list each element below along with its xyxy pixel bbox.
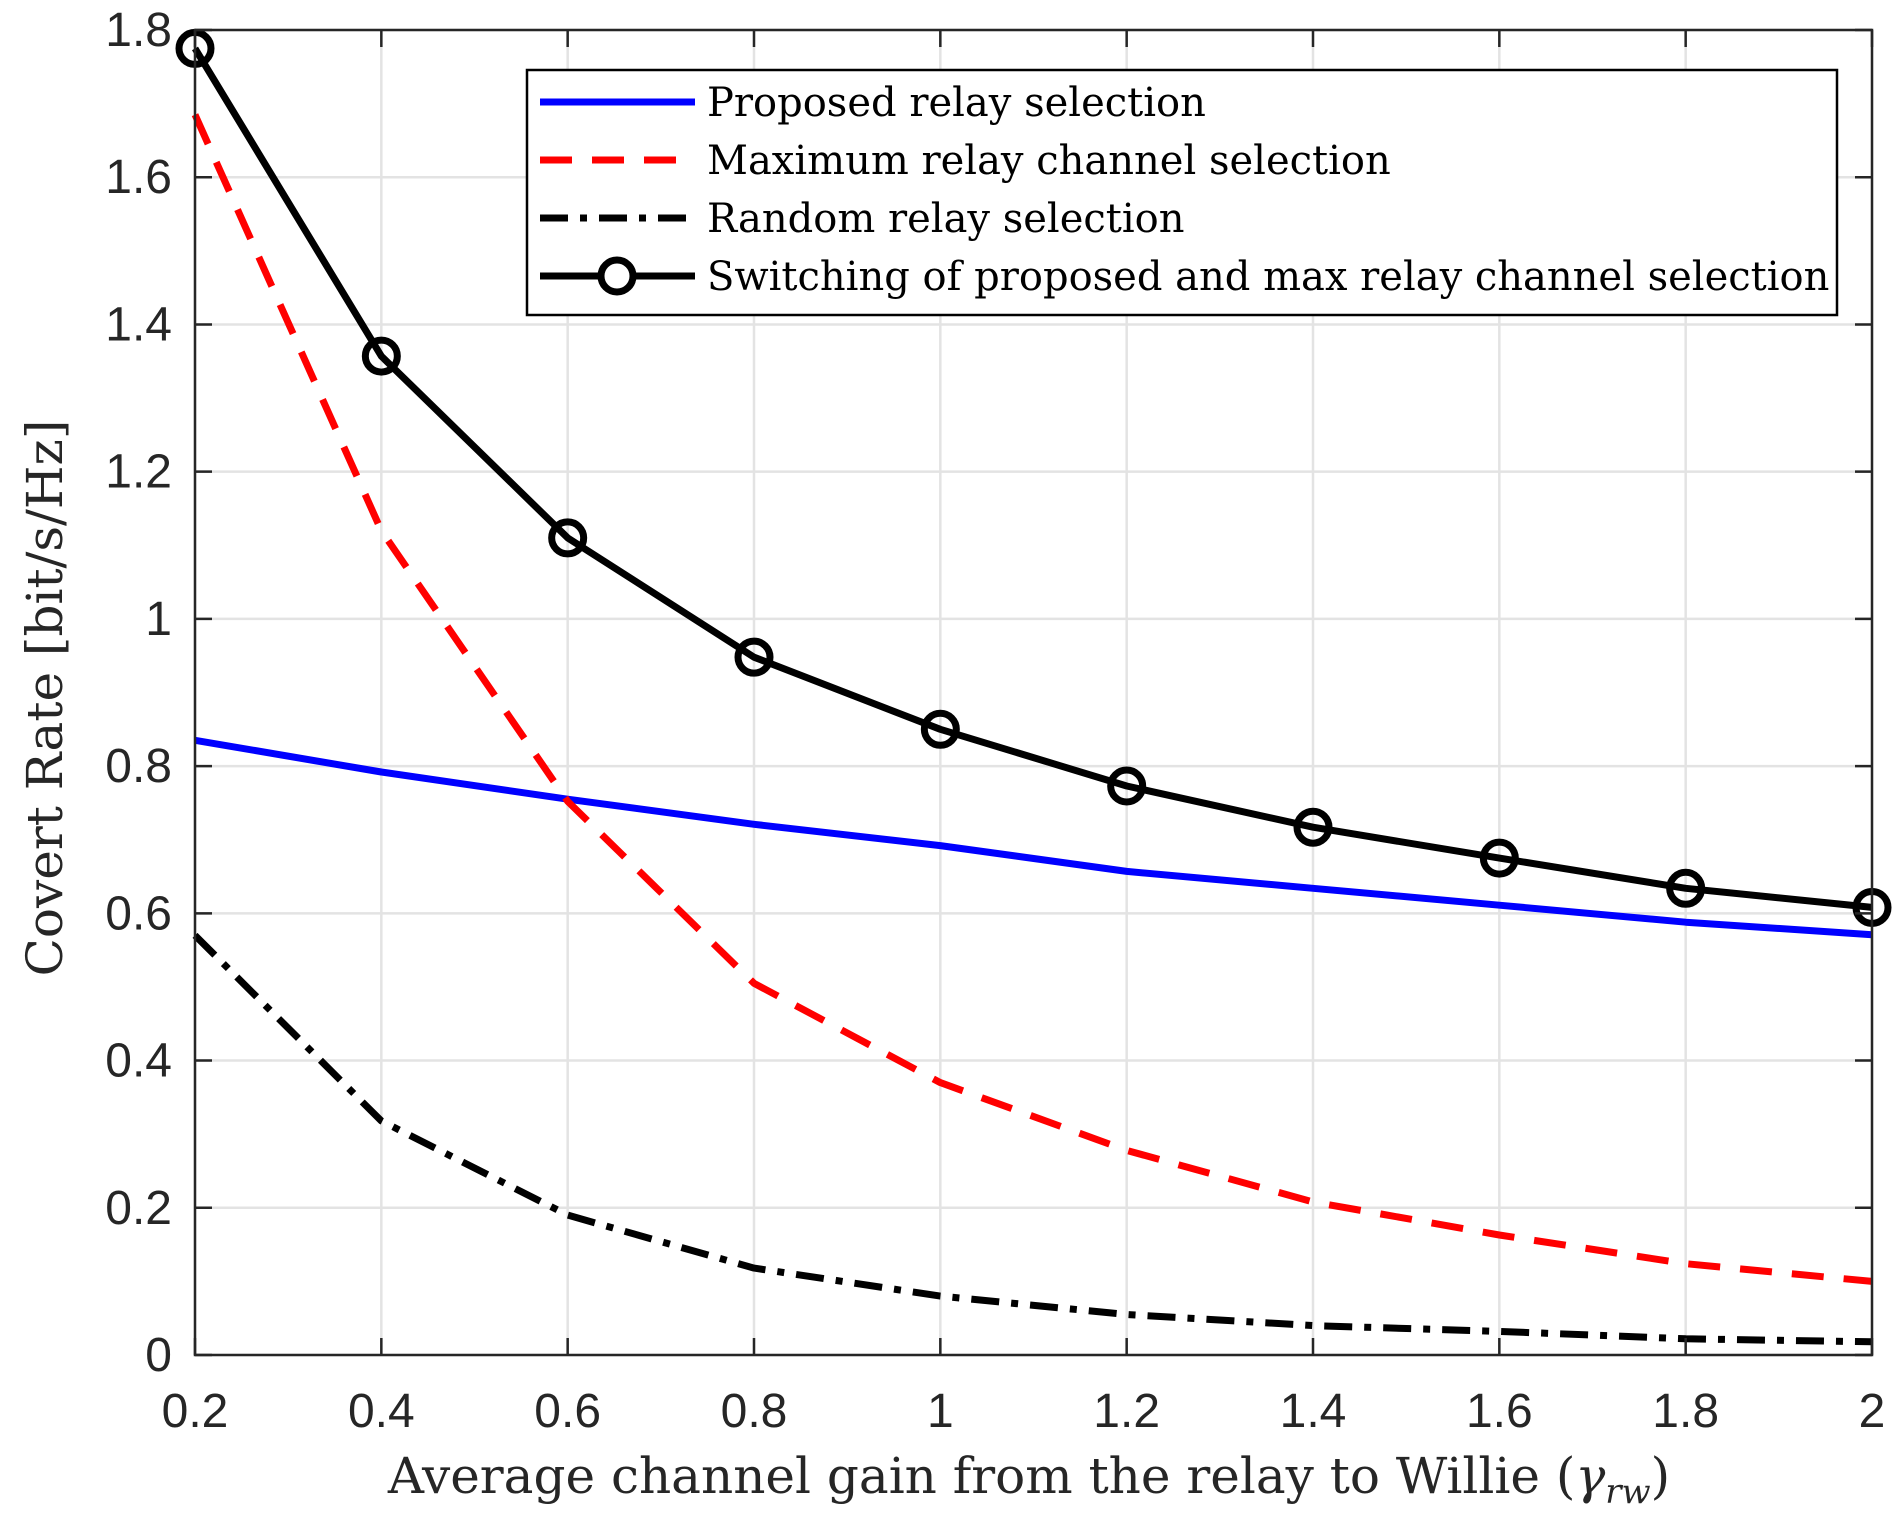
x-tick-label: 0.8 — [721, 1385, 788, 1438]
y-axis-label: Covert Rate [bit/s/Hz] — [16, 420, 74, 977]
y-tick-label: 1.8 — [105, 4, 172, 57]
x-tick-label: 0.4 — [348, 1385, 415, 1438]
y-tick-label: 0.4 — [105, 1035, 172, 1088]
y-tick-label: 1.2 — [105, 446, 172, 499]
legend-label-random: Random relay selection — [707, 196, 1185, 242]
series-line-max-channel — [191, 113, 1873, 1285]
legend-label-max-channel: Maximum relay channel selection — [707, 138, 1391, 184]
x-tick-label: 1.2 — [1093, 1385, 1160, 1438]
data-point — [361, 336, 401, 376]
y-tick-label: 1.6 — [105, 151, 172, 204]
axes — [193, 28, 1874, 1357]
axes-box — [193, 28, 1874, 1357]
data-point — [1479, 838, 1519, 878]
x-tick-label: 1.4 — [1280, 1385, 1347, 1438]
y-tick-label: 0.2 — [105, 1182, 172, 1235]
data-point — [1107, 766, 1147, 806]
series-line-random — [192, 932, 1873, 1346]
data-point — [920, 709, 960, 749]
data-point — [1666, 868, 1706, 908]
legend-label-proposed: Proposed relay selection — [707, 80, 1206, 126]
plot-area — [175, 28, 1892, 1346]
data-point — [1293, 807, 1333, 847]
x-tick-label: 0.2 — [162, 1385, 229, 1438]
y-tick-label: 0.8 — [105, 740, 172, 793]
x-tick-label: 1 — [927, 1385, 954, 1438]
data-point — [734, 637, 774, 677]
x-tick-label: 1.8 — [1652, 1385, 1719, 1438]
y-tick-label: 1.4 — [105, 298, 172, 351]
legend: Proposed relay selection Maximum relay ch… — [525, 68, 1839, 317]
y-tick-label: 1 — [145, 593, 172, 646]
x-tick-label: 2 — [1859, 1385, 1886, 1438]
tick-labels: 0.2 0.4 0.6 0.8 1 1.2 1.4 1.6 1.8 200.20.40.60.81… — [105, 4, 1885, 1438]
x-axis-label-close: ) — [1651, 1447, 1671, 1505]
x-axis-label-subscript: rw — [1605, 1472, 1650, 1512]
y-tick-label: 0.6 — [105, 887, 172, 940]
x-axis-label-text: Average channel gain from the relay to W… — [387, 1447, 1576, 1505]
data-point — [548, 518, 588, 558]
x-tick-label: 0.6 — [534, 1385, 601, 1438]
legend-label-switching: Switching of proposed and max relay chan… — [707, 254, 1829, 300]
x-axis-label-symbol: γ — [1575, 1447, 1605, 1505]
y-tick-label: 0 — [145, 1329, 172, 1382]
legend-marker — [597, 256, 637, 296]
legend-box — [525, 68, 1839, 317]
x-tick-label: 1.6 — [1466, 1385, 1533, 1438]
x-axis-label: Average channel gain from the relay to W… — [387, 1447, 1670, 1512]
series-line-switching — [192, 46, 1873, 911]
series-line-proposed — [194, 736, 1873, 939]
